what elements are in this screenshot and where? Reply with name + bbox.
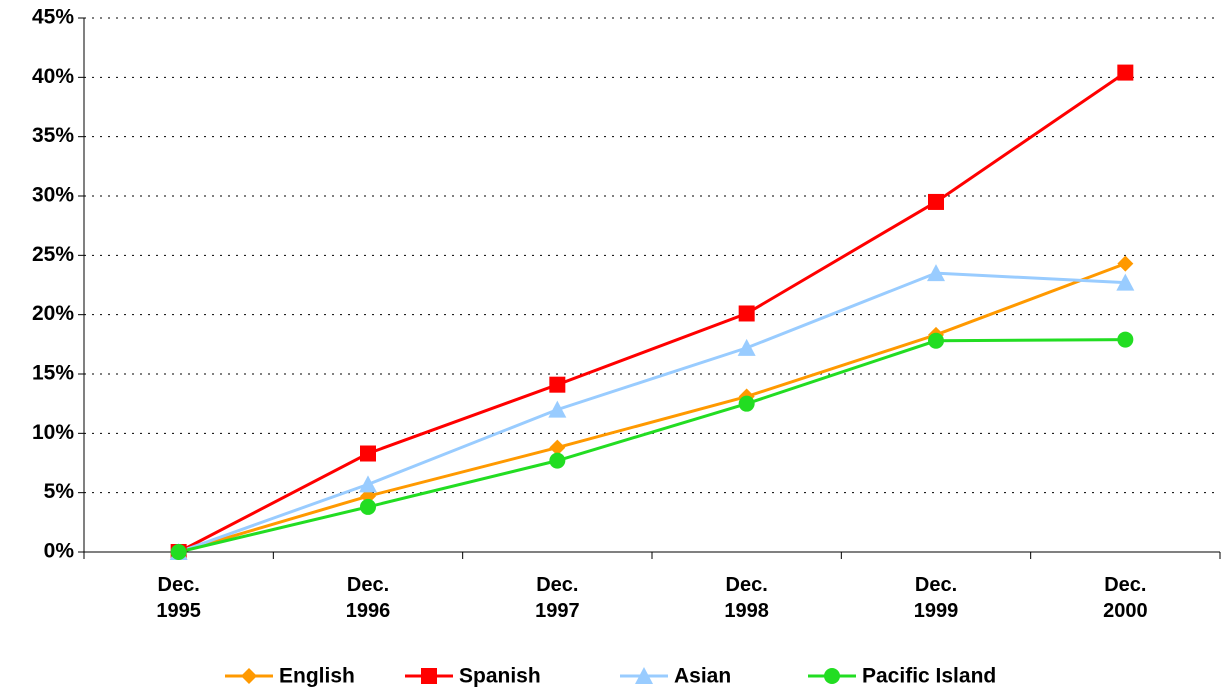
marker — [738, 395, 755, 412]
marker — [1116, 273, 1135, 291]
marker — [360, 445, 376, 462]
marker — [824, 668, 840, 684]
marker — [241, 668, 257, 684]
series-line — [178, 338, 1126, 554]
marker — [737, 338, 756, 356]
marker — [928, 332, 944, 349]
marker — [927, 264, 945, 282]
marker — [549, 439, 566, 456]
marker — [1117, 64, 1134, 81]
series-line — [178, 262, 1126, 554]
y-tick-label: 25% — [32, 243, 74, 266]
marker — [359, 475, 377, 493]
x-tick-label: Dec. 2000 — [1103, 574, 1148, 622]
marker — [170, 544, 187, 560]
marker — [1117, 331, 1134, 348]
y-tick-label: 40% — [32, 65, 74, 88]
marker — [421, 668, 437, 684]
y-tick-label: 20% — [32, 302, 74, 325]
y-tick-label: 10% — [32, 421, 74, 444]
marker — [549, 452, 566, 469]
x-tick-label: Dec. 1995 — [156, 574, 201, 622]
series-line — [177, 71, 1127, 554]
legend-label: English — [279, 665, 355, 688]
x-tick-label: Dec. 1996 — [345, 574, 391, 622]
legend-label: Spanish — [459, 665, 541, 688]
x-tick-label: Dec. 1997 — [535, 574, 580, 622]
legend-label: Pacific Island — [862, 665, 996, 688]
marker — [548, 400, 567, 418]
marker — [360, 498, 376, 515]
marker — [635, 667, 653, 684]
y-tick-label: 35% — [32, 124, 74, 147]
y-tick-label: 5% — [44, 480, 75, 503]
marker — [738, 305, 755, 322]
x-tick-label: Dec. 1998 — [724, 574, 769, 622]
series-line — [178, 271, 1126, 554]
marker — [549, 376, 566, 393]
y-tick-label: 0% — [44, 540, 75, 563]
marker — [1117, 255, 1134, 272]
legend-label: Asian — [674, 665, 731, 688]
marker — [928, 193, 944, 210]
y-tick-label: 15% — [32, 362, 74, 385]
y-tick-label: 30% — [32, 184, 74, 207]
y-tick-label: 45% — [32, 6, 74, 29]
x-tick-label: Dec. 1999 — [913, 574, 959, 622]
